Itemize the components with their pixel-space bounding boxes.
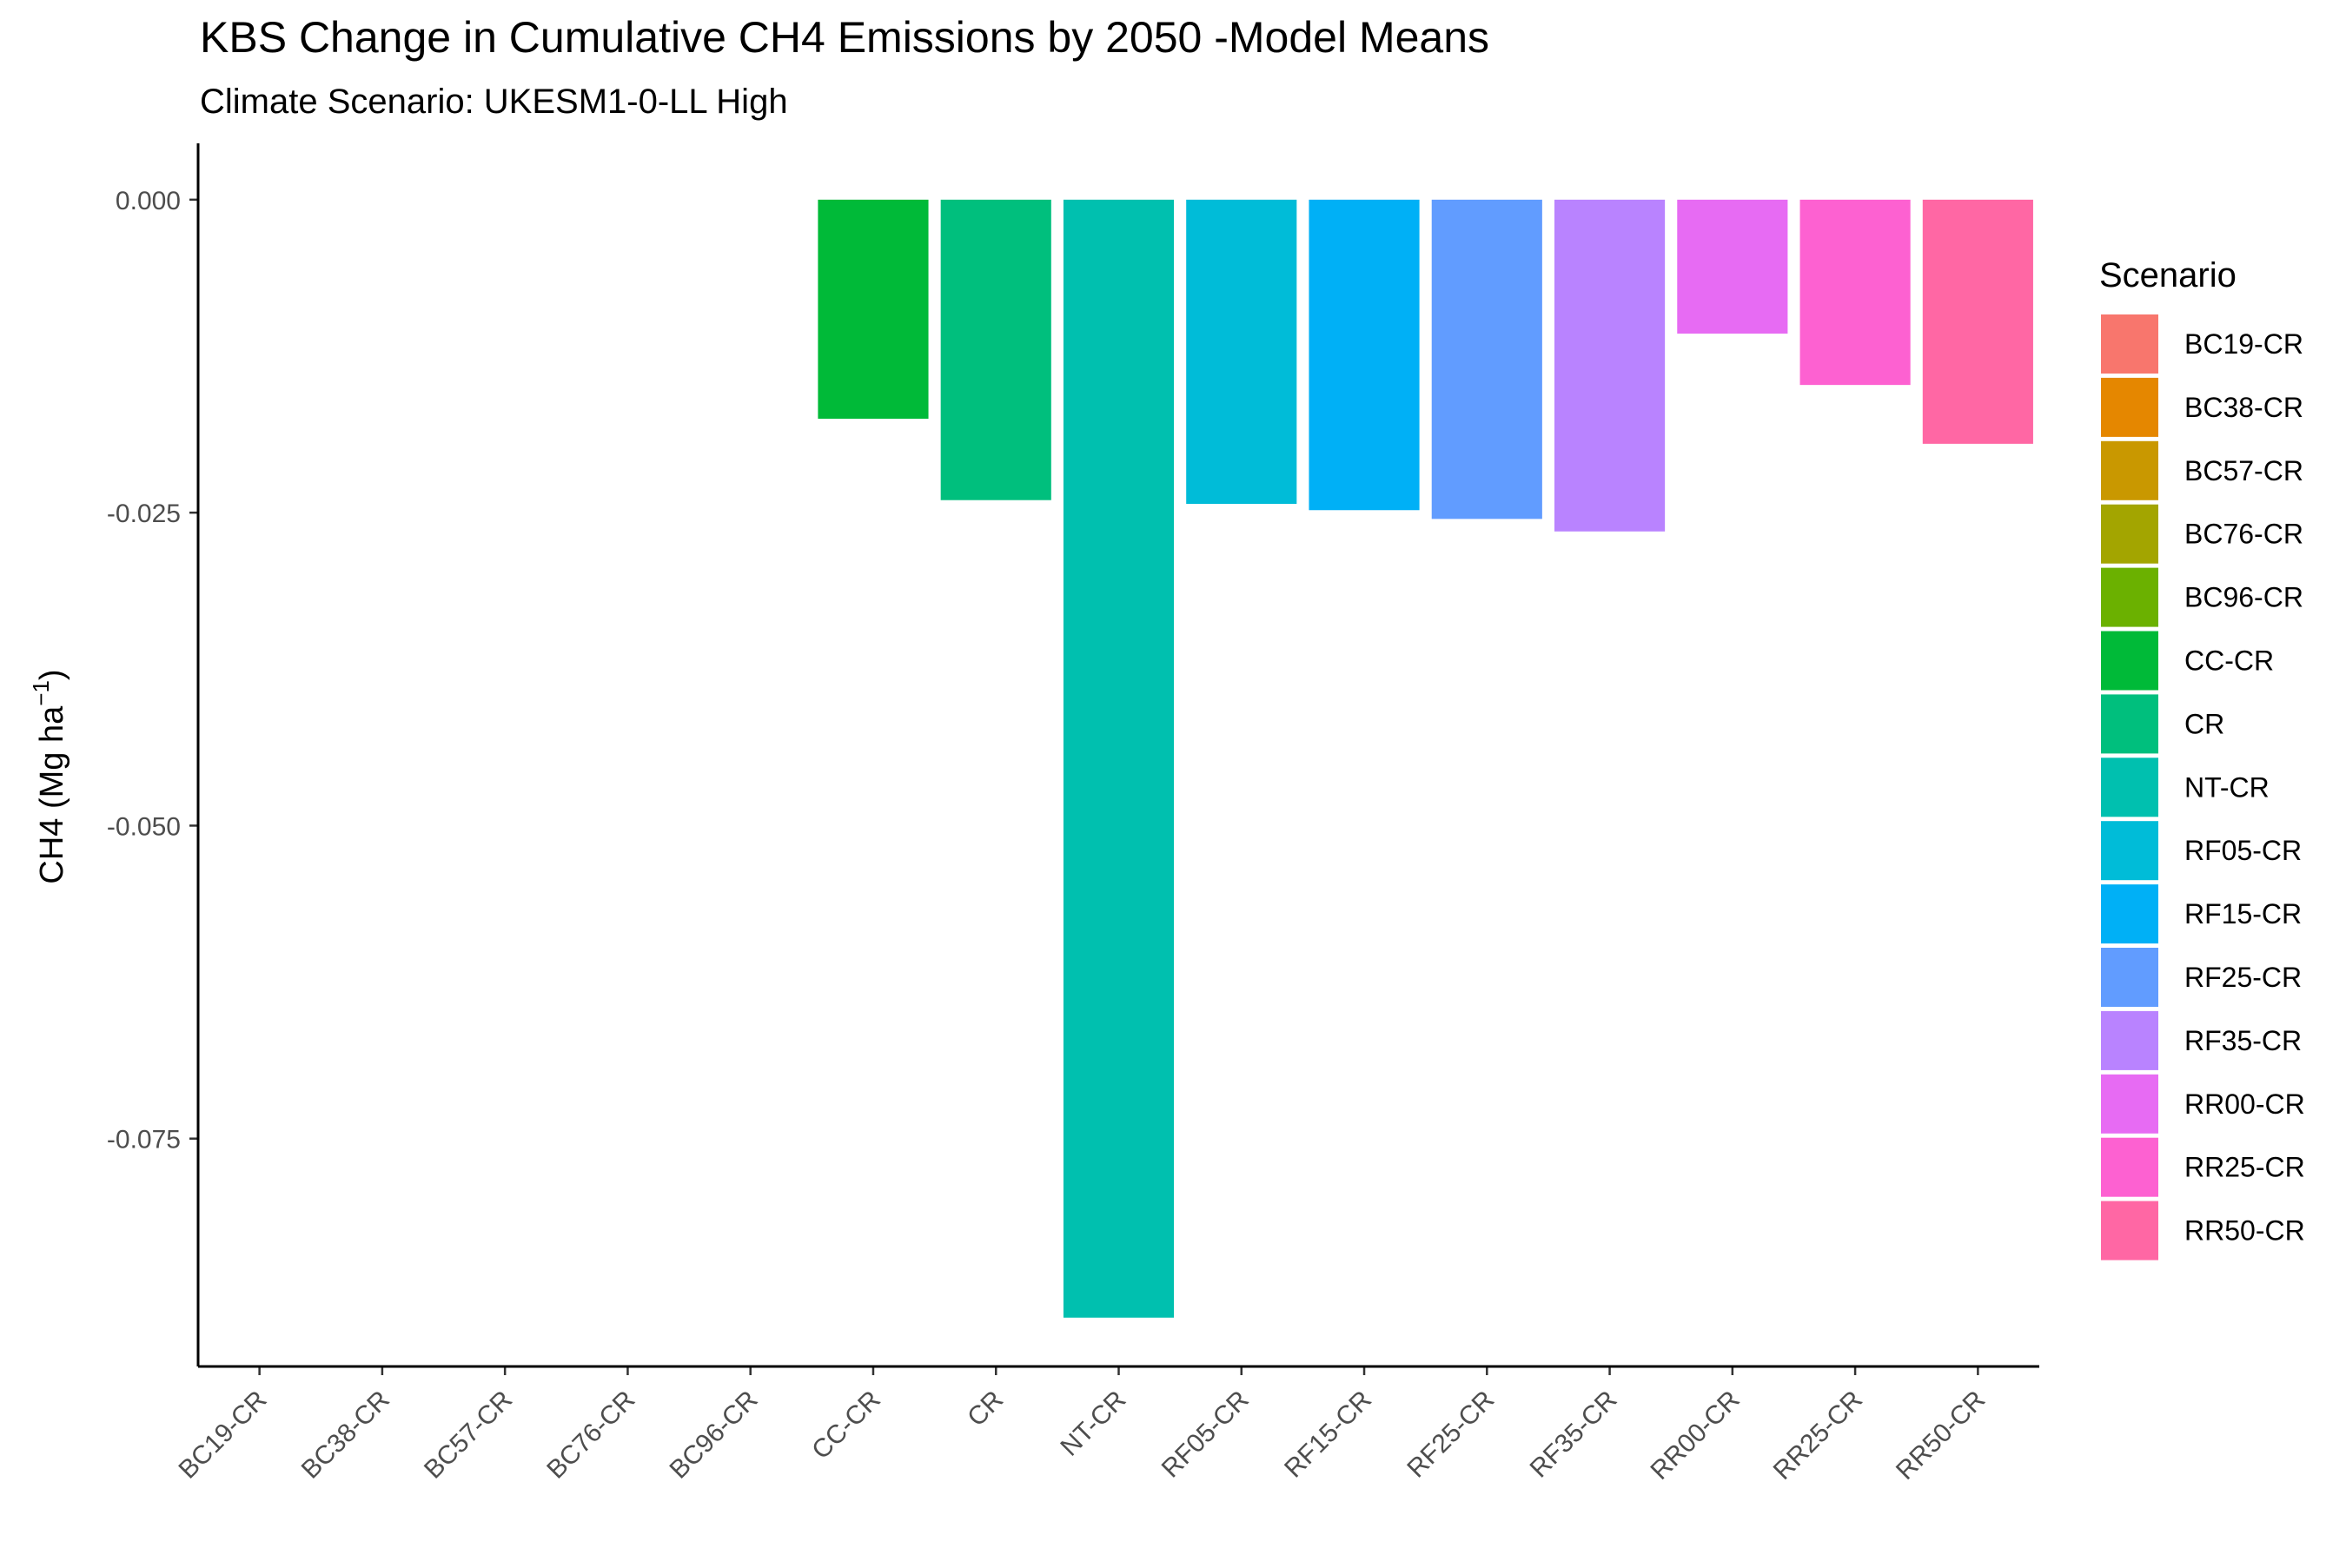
legend-key-rf05-cr <box>2101 821 2158 881</box>
y-axis-label-text: CH4 (Mg ha <box>34 705 70 884</box>
legend-label-rr25-cr: RR25-CR <box>2184 1152 2305 1183</box>
x-tick-label: NT-CR <box>1055 1386 1131 1462</box>
x-tick-label: CC-CR <box>806 1386 886 1465</box>
legend-key-rr25-cr <box>2101 1137 2158 1197</box>
y-tick-label: 0.000 <box>116 187 181 215</box>
x-tick-label: RF25-CR <box>1402 1386 1500 1484</box>
legend-label-cc-cr: CC-CR <box>2184 645 2274 677</box>
legend-label-rf35-cr: RF35-CR <box>2184 1025 2302 1056</box>
bar-rf05-cr <box>1186 199 1297 505</box>
y-tick-label: -0.050 <box>107 812 181 841</box>
legend-key-bc57-cr <box>2101 440 2158 500</box>
x-tick-label: RR00-CR <box>1646 1386 1746 1485</box>
y-axis-ticks: 0.000 -0.025 -0.050 -0.075 <box>107 187 198 1154</box>
y-axis-label: CH4 (Mg ha−1) <box>28 669 70 883</box>
legend-key-bc38-cr <box>2101 377 2158 437</box>
x-tick-label: BC38-CR <box>296 1386 395 1485</box>
legend-key-nt-cr <box>2101 758 2158 817</box>
bar-rr50-cr <box>1922 199 2033 444</box>
bar-cc-cr <box>818 199 929 420</box>
legend-title: Scenario <box>2099 256 2237 294</box>
x-tick-label: RF35-CR <box>1525 1386 1623 1484</box>
y-axis-label-superscript: −1 <box>28 680 54 706</box>
legend-key-rf25-cr <box>2101 948 2158 1007</box>
legend-label-bc19-cr: BC19-CR <box>2184 328 2303 360</box>
bar-rf15-cr <box>1309 199 1420 511</box>
legend-key-rr50-cr <box>2101 1201 2158 1260</box>
y-tick-label: -0.025 <box>107 500 181 528</box>
legend-key-bc19-cr <box>2101 314 2158 374</box>
x-tick-label: BC57-CR <box>419 1386 518 1485</box>
x-tick-label: RR50-CR <box>1891 1386 1991 1485</box>
x-tick-label: BC19-CR <box>173 1386 272 1485</box>
x-tick-label: BC76-CR <box>541 1386 640 1485</box>
bars <box>818 199 2033 1318</box>
x-tick-label: RR25-CR <box>1768 1386 1868 1485</box>
legend: Scenario BC19-CR BC38-CR BC57-CR BC76-CR BC9… <box>2099 256 2305 1260</box>
x-tick-label: BC96-CR <box>665 1386 764 1485</box>
y-tick-label: -0.075 <box>107 1126 181 1154</box>
legend-label-bc57-cr: BC57-CR <box>2184 455 2303 486</box>
legend-label-cr: CR <box>2184 708 2224 739</box>
legend-label-bc38-cr: BC38-CR <box>2184 392 2303 423</box>
legend-label-rr00-cr: RR00-CR <box>2184 1088 2305 1120</box>
legend-key-bc76-cr <box>2101 504 2158 564</box>
legend-key-rr00-cr <box>2101 1074 2158 1134</box>
legend-key-cr <box>2101 694 2158 754</box>
legend-key-cc-cr <box>2101 631 2158 691</box>
x-axis-ticks: BC19-CR BC38-CR BC57-CR BC76-CR BC96-CR CC-CR… <box>173 1366 1991 1485</box>
legend-label-rf25-cr: RF25-CR <box>2184 962 2302 993</box>
bar-rf25-cr <box>1431 199 1542 519</box>
legend-key-bc96-cr <box>2101 567 2158 627</box>
x-tick-label: CR <box>962 1386 1009 1432</box>
x-tick-label: RF05-CR <box>1156 1386 1255 1484</box>
legend-key-rf15-cr <box>2101 884 2158 944</box>
bar-cr <box>940 199 1051 500</box>
legend-label-rr50-cr: RR50-CR <box>2184 1215 2305 1247</box>
x-tick-label: RF15-CR <box>1279 1386 1377 1484</box>
chart-subtitle: Climate Scenario: UKESM1-0-LL High <box>200 83 788 121</box>
legend-label-rf15-cr: RF15-CR <box>2184 898 2302 930</box>
legend-label-nt-cr: NT-CR <box>2184 771 2270 803</box>
bar-rf35-cr <box>1554 199 1666 532</box>
chart-title: KBS Change in Cumulative CH4 Emissions b… <box>200 13 1489 62</box>
legend-key-rf35-cr <box>2101 1010 2158 1070</box>
bar-nt-cr <box>1063 199 1175 1318</box>
legend-label-bc96-cr: BC96-CR <box>2184 582 2303 613</box>
legend-label-rf05-cr: RF05-CR <box>2184 835 2302 866</box>
legend-items: BC19-CR BC38-CR BC57-CR BC76-CR BC96-CR CC-CR… <box>2101 314 2305 1260</box>
bar-rr00-cr <box>1677 199 1788 334</box>
y-axis-label-close: ) <box>34 669 70 680</box>
bar-rr25-cr <box>1799 199 1911 386</box>
legend-label-bc76-cr: BC76-CR <box>2184 519 2303 550</box>
